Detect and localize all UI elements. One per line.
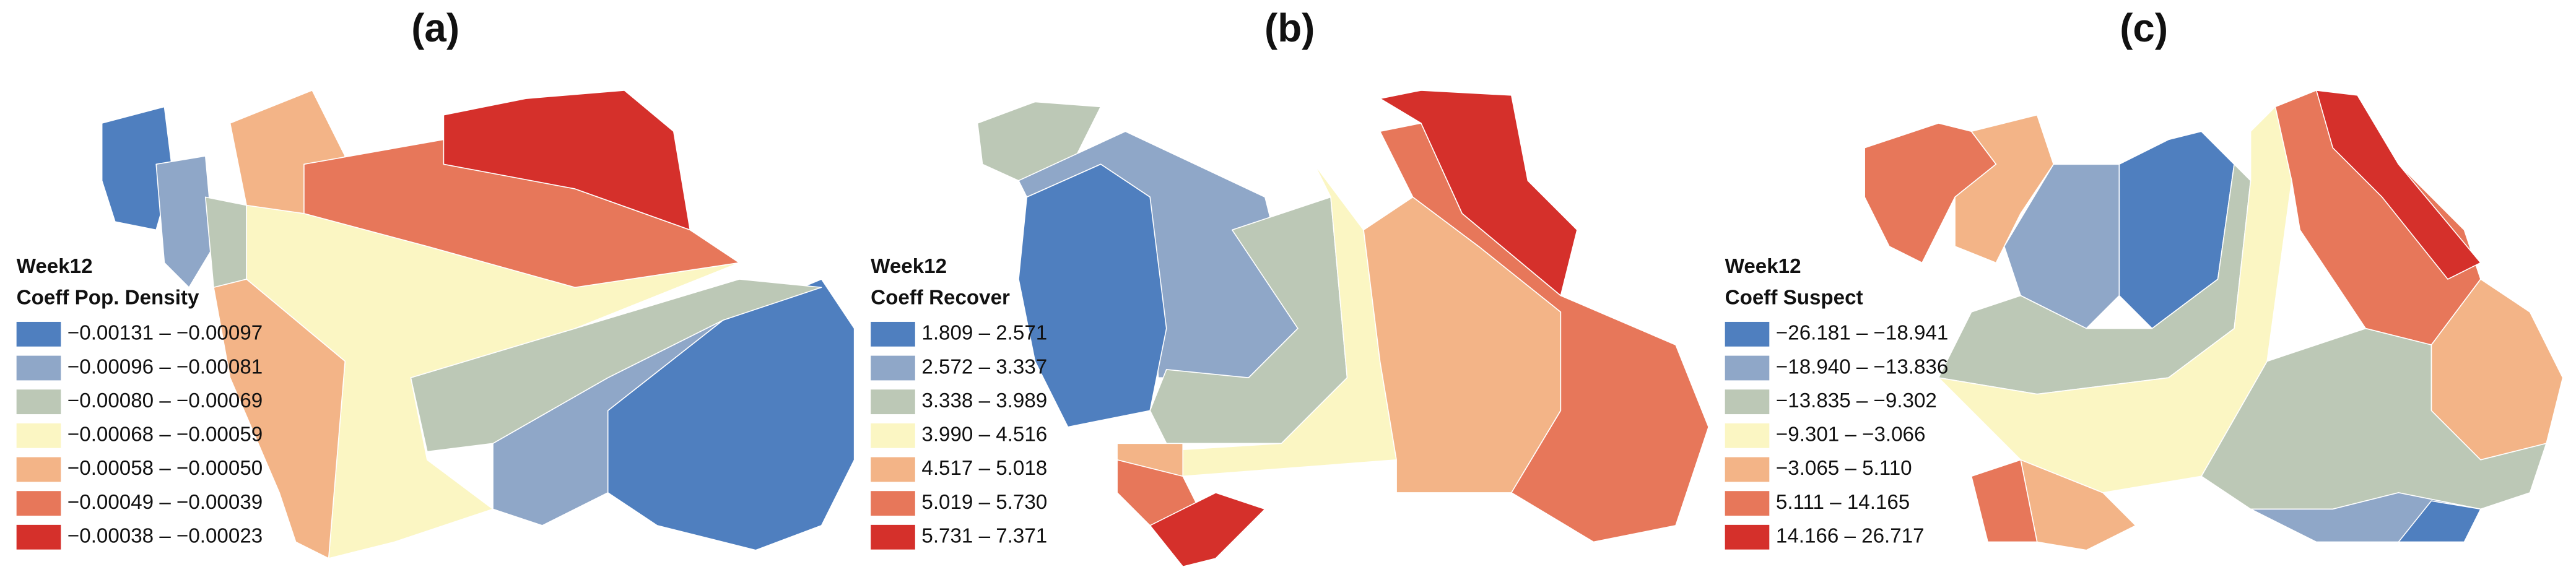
legend-label: −0.00068 – −0.00059 bbox=[67, 423, 263, 446]
map bbox=[101, 90, 855, 559]
legend-label: −3.065 – 5.110 bbox=[1776, 457, 1912, 480]
region bbox=[443, 90, 691, 231]
legend: Week12 Coeff Recover 1.809 – 2.571 2.572 – … bbox=[871, 255, 1047, 550]
legend-label: −0.00096 – −0.00081 bbox=[67, 355, 263, 378]
legend-title: Coeff Recover bbox=[871, 287, 1010, 310]
region bbox=[1018, 163, 1167, 428]
legend-swatch bbox=[1725, 491, 1770, 516]
region bbox=[410, 279, 822, 453]
legend-swatch bbox=[871, 355, 915, 381]
region bbox=[213, 279, 346, 559]
legend-title: Week12 bbox=[1725, 255, 1801, 278]
legend-swatch bbox=[1725, 524, 1770, 550]
panel-title: (b) bbox=[1264, 6, 1315, 50]
region bbox=[155, 155, 214, 288]
map bbox=[1864, 90, 2564, 551]
legend-label: −0.00131 – −0.00097 bbox=[67, 322, 263, 345]
panel-title: (a) bbox=[411, 6, 459, 50]
panel-title: (c) bbox=[2120, 6, 2168, 50]
legend-label: −0.00038 – −0.00023 bbox=[67, 525, 263, 548]
legend-swatch bbox=[16, 423, 61, 448]
panel: (a) Week12 Coeff Pop. Density −0.00131 – −0… bbox=[16, 6, 855, 559]
panel: (c) Week12 Coeff Suspect −26.181 – −18.941 −… bbox=[1725, 6, 2564, 551]
legend-label: 2.572 – 3.337 bbox=[921, 355, 1047, 378]
legend-label: 1.809 – 2.571 bbox=[921, 322, 1047, 345]
legend-swatch bbox=[16, 524, 61, 550]
legend-label: 5.111 – 14.165 bbox=[1776, 491, 1910, 514]
legend-label: 5.731 – 7.371 bbox=[921, 525, 1047, 548]
legend-swatch bbox=[871, 524, 915, 550]
legend-swatch bbox=[1725, 457, 1770, 482]
legend-swatch bbox=[16, 321, 61, 347]
region bbox=[204, 196, 247, 288]
legend-swatch bbox=[16, 355, 61, 381]
legend-label: −0.00049 – −0.00039 bbox=[67, 491, 263, 514]
legend-swatch bbox=[1725, 423, 1770, 448]
panel: (b) Week12 Coeff Recover 1.809 – 2.571 2.572… bbox=[871, 6, 1709, 568]
legend-swatch bbox=[16, 491, 61, 516]
region bbox=[101, 106, 173, 231]
legend-swatch bbox=[1725, 389, 1770, 415]
legend-swatch bbox=[871, 457, 915, 482]
legend-swatch bbox=[871, 423, 915, 448]
legend-title: Week12 bbox=[871, 255, 947, 278]
legend-swatch bbox=[1725, 355, 1770, 381]
legend-label: −0.00080 – −0.00069 bbox=[67, 389, 263, 412]
legend-label: 3.990 – 4.516 bbox=[921, 423, 1047, 446]
region bbox=[1149, 492, 1266, 568]
legend-label: −26.181 – −18.941 bbox=[1776, 322, 1948, 345]
legend-swatch bbox=[871, 491, 915, 516]
region bbox=[2398, 500, 2481, 543]
legend-swatch bbox=[871, 389, 915, 415]
map bbox=[977, 90, 1709, 568]
region bbox=[2315, 90, 2481, 280]
legend: Week12 Coeff Suspect −26.181 – −18.941 −18.… bbox=[1725, 255, 1948, 550]
legend-swatch bbox=[16, 389, 61, 415]
legend-title: Coeff Suspect bbox=[1725, 287, 1863, 310]
legend-title: Coeff Pop. Density bbox=[17, 287, 199, 310]
legend-label: −13.835 – −9.302 bbox=[1776, 389, 1937, 412]
legend: Week12 Coeff Pop. Density −0.00131 – −0.00… bbox=[16, 255, 263, 550]
legend-label: −0.00058 – −0.00050 bbox=[67, 457, 263, 480]
legend-swatch bbox=[16, 457, 61, 482]
legend-label: 14.166 – 26.717 bbox=[1776, 525, 1925, 548]
legend-swatch bbox=[1725, 321, 1770, 347]
region bbox=[1954, 114, 2055, 264]
legend-label: 4.517 – 5.018 bbox=[921, 457, 1047, 480]
legend-label: 3.338 – 3.989 bbox=[921, 389, 1047, 412]
region bbox=[1970, 459, 2038, 543]
region bbox=[1379, 90, 1578, 297]
legend-label: 5.019 – 5.730 bbox=[921, 491, 1047, 514]
legend-swatch bbox=[871, 321, 915, 347]
legend-label: −9.301 – −3.066 bbox=[1776, 423, 1926, 446]
region bbox=[2274, 90, 2481, 345]
legend-label: −18.940 – −13.836 bbox=[1776, 355, 1948, 378]
legend-title: Week12 bbox=[17, 255, 93, 278]
